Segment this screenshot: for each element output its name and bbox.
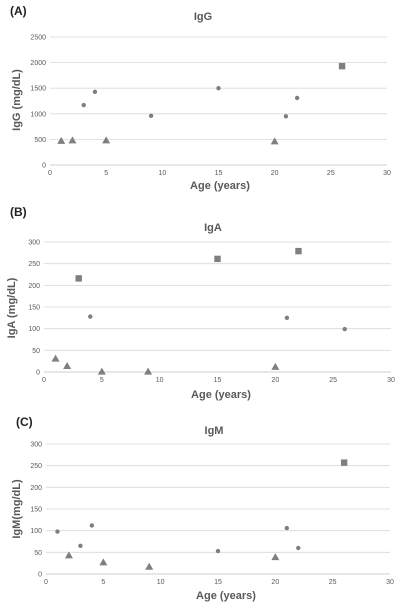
y-tick-label: 500 [34,137,46,144]
x-tick-label: 0 [48,170,52,177]
data-point-triangle [271,553,280,561]
data-point-circle [342,326,347,332]
data-point-triangle [57,136,66,144]
y-axis-title: IgM(mg/dL) [11,479,23,539]
y-tick-label: 100 [28,326,40,333]
x-tick-label: 10 [158,170,166,177]
panel-label: (C) [16,415,33,429]
data-point-triangle [271,362,280,370]
y-tick-label: 2500 [30,35,46,42]
y-tick-label: 1000 [30,111,46,118]
y-tick-label: 1500 [30,86,46,93]
chart-title: IgG [194,11,212,23]
x-tick-label: 30 [387,377,395,384]
panel-label: (A) [10,4,27,18]
x-tick-label: 5 [100,377,104,384]
chart-panel-igg: (A) IgG 0 500 1000 1500 2000 2500 0 5 10 15 20 25 30 Ag… [10,4,391,192]
x-tick-label: 20 [271,579,279,586]
y-tick-label: 150 [28,305,40,312]
x-axis-title: Age (years) [196,590,256,602]
data-point-triangle [99,558,108,566]
data-point-square [340,459,348,466]
panel-label: (B) [10,205,27,219]
data-point-circle [284,315,290,321]
chart-title: IgM [205,425,224,437]
x-tick-label: 25 [329,377,337,384]
data-point-triangle [63,362,72,369]
x-tick-label: 30 [383,170,391,177]
data-point-circle [283,114,289,119]
y-axis-title: IgA (mg/dL) [6,277,18,338]
chart-panel-igm: (C) IgM 0 50 100 150 200 250 300 0 5 10 15 20 25 30 Age … [11,415,394,602]
data-point-square [214,255,221,263]
data-point-triangle [64,551,73,559]
x-tick-label: 15 [215,170,223,177]
data-point-circle [89,523,95,528]
y-tick-label: 100 [30,528,42,535]
data-point-circle [284,525,289,531]
data-point-square [338,62,346,70]
y-tick-label: 250 [28,261,40,268]
chart-title: IgA [204,222,222,234]
y-tick-label: 200 [28,283,40,290]
x-tick-label: 10 [157,579,165,586]
x-tick-label: 25 [327,170,335,177]
data-point-triangle [145,562,154,570]
x-tick-label: 5 [104,170,108,177]
data-point-triangle [144,367,153,375]
x-tick-label: 20 [271,170,279,177]
data-point-circle [55,529,60,534]
x-tick-label: 10 [156,377,164,384]
data-point-triangle [51,354,60,362]
x-tick-label: 20 [271,377,279,384]
y-axis-title: IgG (mg/dL) [11,69,23,131]
x-axis-title: Age (years) [190,180,250,192]
x-tick-label: 5 [101,579,105,586]
data-point-circle [215,548,221,554]
data-point-triangle [270,137,279,145]
x-tick-label: 15 [214,377,222,384]
y-tick-label: 50 [34,550,42,557]
data-point-circle [92,89,98,94]
x-tick-label: 15 [214,579,222,586]
y-tick-label: 300 [28,240,40,247]
x-tick-label: 25 [329,579,337,586]
y-tick-label: 50 [32,348,40,355]
y-tick-label: 150 [30,507,42,514]
x-tick-label: 0 [42,377,46,384]
y-tick-label: 0 [38,572,42,579]
data-point-square [75,275,82,282]
x-tick-label: 0 [44,579,48,586]
data-point-circle [88,314,93,319]
y-tick-label: 200 [30,485,42,492]
y-tick-label: 0 [42,163,46,170]
y-tick-label: 250 [30,463,42,470]
chart-panel-iga: (B) IgA 0 50 100 150 200 250 300 0 5 10 15 20 25 30 Age … [6,205,395,401]
y-tick-label: 0 [36,370,40,377]
x-tick-label: 30 [386,579,394,586]
y-tick-label: 300 [30,442,42,449]
data-point-circle [296,545,301,551]
y-tick-label: 2000 [30,60,46,67]
data-point-circle [294,95,300,101]
x-axis-title: Age (years) [191,389,251,401]
data-point-circle [81,102,86,108]
data-point-triangle [97,367,106,375]
data-point-triangle [102,136,111,144]
data-point-circle [216,86,221,91]
data-point-square [295,247,302,255]
data-point-circle [78,543,83,549]
data-point-circle [148,113,154,119]
data-point-triangle [68,136,77,144]
